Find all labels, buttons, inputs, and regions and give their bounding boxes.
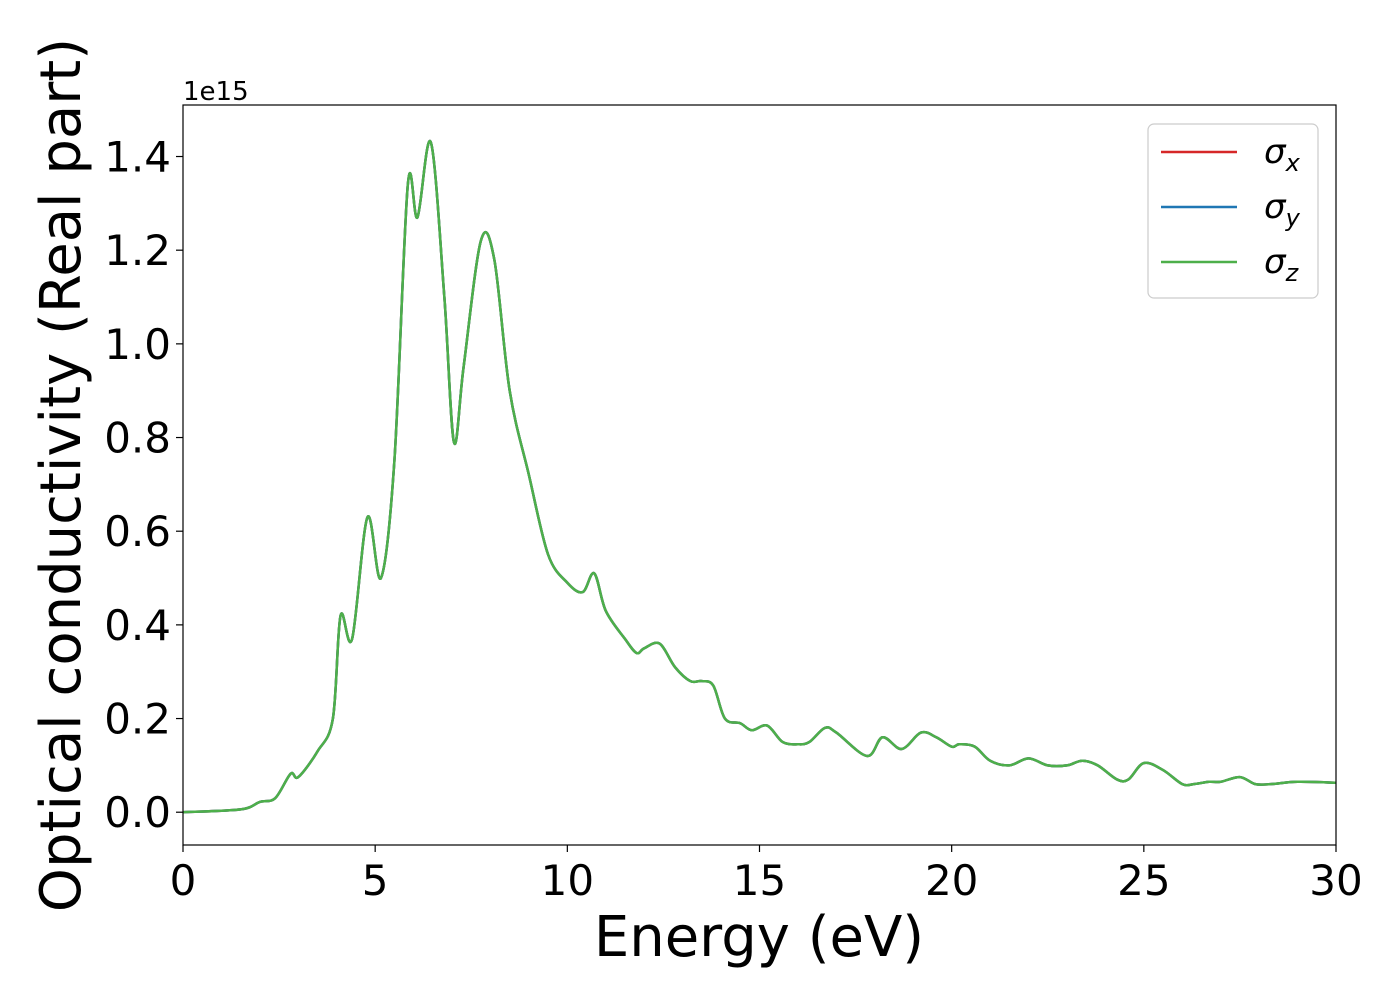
- series-line-z: [182, 139, 1337, 814]
- legend-label-x: σx: [1264, 132, 1301, 177]
- series-layer: [182, 139, 1337, 814]
- legend-box: [1147, 123, 1319, 299]
- y-tick-label: 1.0: [104, 320, 171, 369]
- y-offset-label: 1e15: [183, 77, 249, 107]
- legend-label-z: σz: [1264, 242, 1300, 287]
- x-tick-label: 0: [170, 856, 197, 905]
- x-tick-label: 20: [925, 856, 978, 905]
- y-tick-label: 1.2: [104, 226, 171, 275]
- y-tick-label: 0.2: [104, 695, 171, 744]
- x-tick-label: 30: [1309, 856, 1362, 905]
- legend: σx σy σz: [1147, 123, 1319, 299]
- y-tick-label: 0.8: [104, 414, 171, 463]
- y-axis-label: Optical conductivity (Real part): [29, 38, 94, 912]
- y-tick-label: 1.4: [104, 133, 171, 182]
- y-tick-label: 0.6: [104, 507, 171, 556]
- x-axis-label: Energy (eV): [594, 905, 924, 970]
- y-tick-label: 0.4: [104, 601, 171, 650]
- x-axis-ticks: 0 5 10 15 20 25 30: [170, 845, 1363, 905]
- y-tick-label: 0.0: [104, 788, 171, 837]
- x-tick-label: 10: [541, 856, 594, 905]
- plot-area: [183, 105, 1336, 845]
- legend-items: σx σy σz: [1161, 132, 1301, 287]
- x-tick-label: 25: [1117, 856, 1170, 905]
- legend-label-y: σy: [1264, 187, 1301, 232]
- x-tick-label: 15: [733, 856, 786, 905]
- y-axis-ticks: 0.0 0.2 0.4 0.6 0.8 1.0 1.2 1.4: [104, 133, 183, 837]
- x-tick-label: 5: [362, 856, 389, 905]
